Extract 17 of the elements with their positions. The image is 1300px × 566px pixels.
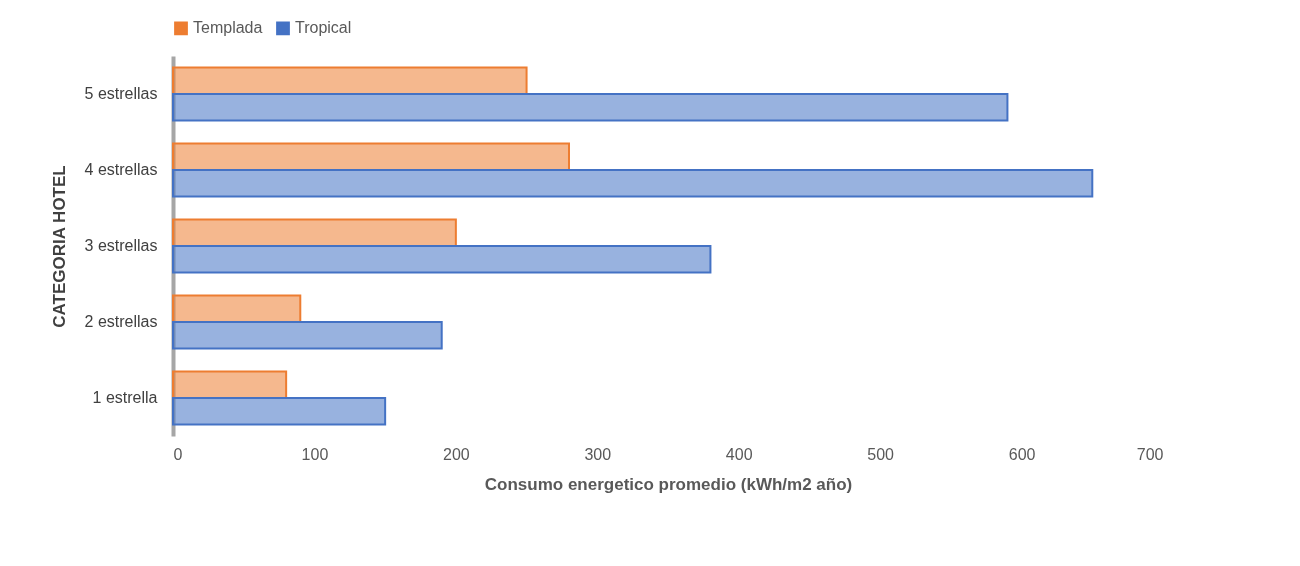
x-tick-label: 500 bbox=[867, 445, 895, 463]
legend-label: Tropical bbox=[295, 19, 352, 37]
x-axis-title: Consumo energetico promedio (kWh/m2 año) bbox=[484, 474, 853, 494]
y-tick-label: 2 estrellas bbox=[84, 313, 158, 330]
y-axis-title: CATEGORIA HOTEL bbox=[49, 165, 69, 328]
x-tick-label: 0 bbox=[173, 445, 183, 463]
y-tick-label: 4 estrellas bbox=[84, 161, 158, 178]
x-tick-label: 400 bbox=[725, 445, 753, 463]
y-tick-label: 3 estrellas bbox=[84, 237, 158, 254]
y-tick-label: 5 estrellas bbox=[84, 85, 158, 102]
y-tick-label: 1 estrella bbox=[92, 389, 158, 406]
x-tick-label: 300 bbox=[584, 445, 612, 463]
x-tick-label: 600 bbox=[1008, 445, 1036, 463]
x-tick-label: 700 bbox=[1136, 445, 1164, 463]
legend-label: Templada bbox=[193, 19, 263, 37]
x-tick-label: 100 bbox=[301, 445, 329, 463]
x-tick-label: 200 bbox=[443, 445, 470, 463]
